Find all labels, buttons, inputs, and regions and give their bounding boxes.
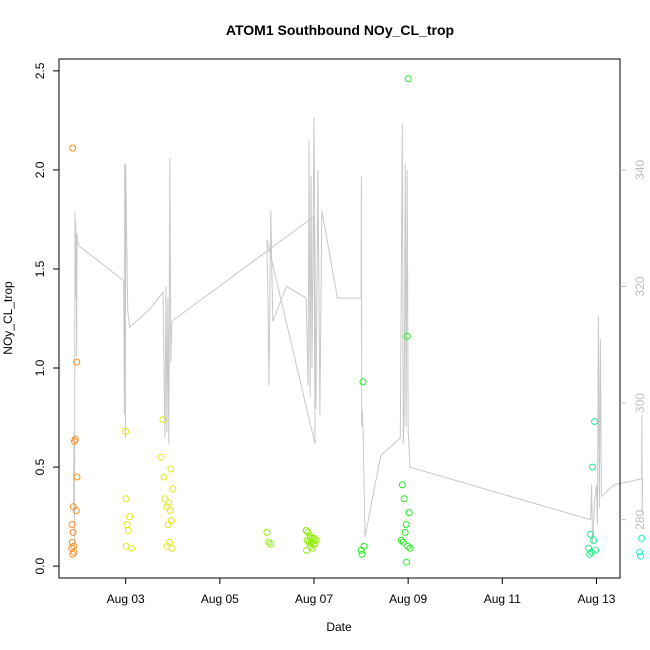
data-point [168,517,175,525]
data-point [302,527,310,534]
x-axis-label: Date [326,620,352,634]
data-point [401,528,409,536]
y-tick-label: 0.0 [33,557,47,574]
data-point [360,542,368,550]
data-point [403,332,411,340]
y2-tick-label: 280 [633,509,647,529]
data-point [589,463,596,471]
data-point [637,552,645,560]
data-point [636,548,644,556]
data-point [164,521,172,528]
data-point [592,546,599,554]
x-axis: Aug 03 Aug 05 Aug 07 Aug 09 Aug 11 Aug 13 [107,578,616,606]
y-tick-label: 2.5 [33,62,47,79]
data-point [397,536,405,544]
y2-tick-label: 340 [633,159,647,179]
data-point [588,548,596,556]
x-tick-label: Aug 05 [201,592,239,606]
data-point [400,495,408,503]
data-point [359,378,367,386]
data-point [591,418,598,425]
data-point [169,485,177,493]
data-point [398,481,406,489]
x-tick-label: Aug 09 [389,592,427,606]
data-point [308,544,316,552]
data-point [265,538,273,546]
x-tick-label: Aug 03 [107,592,145,606]
data-point [160,473,168,481]
data-point [166,538,173,546]
y2-tick-label: 300 [633,393,647,413]
data-point [73,473,81,481]
data-point [590,536,597,544]
y-tick-label: 1.0 [33,359,47,376]
data-point [69,550,77,558]
points-layer [68,75,646,566]
data-point [404,542,412,550]
data-point [157,453,165,461]
x-tick-label: Aug 13 [577,592,615,606]
data-point [70,548,78,556]
data-point [406,544,414,552]
chart-title: ATOM1 Southbound NOy_CL_trop [226,22,454,38]
data-point [128,544,136,552]
y-tick-label: 2.0 [33,161,47,178]
data-point [122,427,130,435]
plot-frame [58,58,621,579]
y-axis: 0.0 0.5 1.0 1.5 2.0 2.5 [33,62,59,574]
data-point [122,495,130,503]
y2-axis: 280 300 320 340 [620,159,647,530]
data-point [69,144,77,152]
data-point [587,530,595,538]
y2-tick-label: 320 [633,276,647,296]
data-point [68,521,76,528]
data-point [72,507,80,515]
data-point [69,528,77,536]
data-point [358,550,366,558]
data-point [404,75,412,83]
secondary-line-layer [73,117,644,544]
data-point [586,550,594,558]
data-point [403,558,410,566]
y-tick-label: 0.5 [33,458,47,475]
data-point [303,546,310,554]
data-point [312,536,320,544]
x-tick-label: Aug 07 [295,592,333,606]
data-point [165,499,173,507]
data-point [126,513,134,521]
data-point [304,528,312,536]
data-point [402,521,410,528]
data-point [168,544,176,552]
data-point [123,521,131,528]
data-point [399,538,407,546]
data-point [73,358,81,366]
y-axis-label: NOy_CL_trop [1,281,15,355]
y-tick-label: 1.5 [33,260,47,277]
data-point [306,542,314,550]
data-point [166,507,174,515]
data-point [267,540,275,548]
data-point [303,536,311,544]
data-point [124,527,132,534]
secondary-series-line [73,117,644,544]
data-point [405,509,413,517]
data-point [638,534,646,542]
data-point [70,437,78,445]
x-tick-label: Aug 11 [484,592,521,606]
data-point [167,465,175,473]
data-point [159,416,167,423]
data-point [161,495,169,503]
data-point [263,528,271,536]
data-point [305,538,313,546]
data-point [69,503,77,511]
